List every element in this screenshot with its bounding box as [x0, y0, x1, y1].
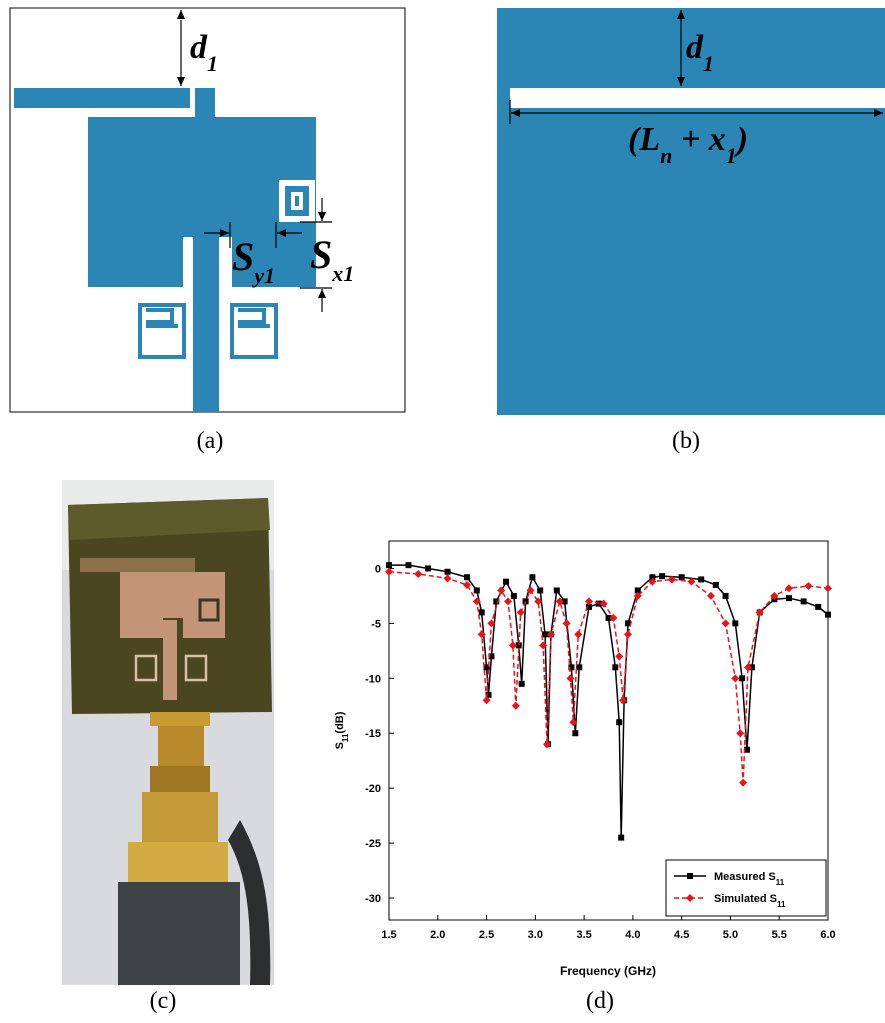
strip: [14, 88, 190, 108]
text-part: (dB): [334, 711, 346, 733]
point: [572, 730, 578, 736]
point: [732, 620, 738, 626]
legend-marker: [687, 873, 693, 879]
x-tick-label: 4.5: [674, 929, 689, 941]
subscript: 11: [776, 878, 785, 887]
point: [425, 565, 431, 571]
y-tick-label: 0: [375, 563, 381, 575]
point: [511, 593, 517, 599]
point: [659, 573, 665, 579]
panel-label: (c): [150, 988, 177, 1014]
text-part: S: [310, 232, 332, 277]
y-tick-label: -30: [365, 893, 381, 905]
adapter: [142, 792, 218, 842]
point: [464, 574, 470, 580]
point: [825, 612, 831, 618]
y-tick-label: -5: [371, 618, 381, 630]
trace: [80, 558, 195, 572]
point: [503, 579, 509, 585]
x-tick-label: 1.5: [381, 929, 396, 941]
x-tick-label: 2.0: [430, 929, 445, 941]
text-part: d: [190, 29, 208, 66]
subscript: y1: [251, 263, 275, 288]
x-axis-label: Frequency (GHz): [560, 964, 656, 978]
point: [386, 562, 392, 568]
figure: (a) (b) (c) (d) Frequency (GHz) d1Sy1Sx1…: [0, 0, 885, 1023]
x-tick-label: 5.5: [772, 929, 787, 941]
point: [616, 719, 622, 725]
panel-b: [497, 8, 885, 415]
connector-flange: [150, 712, 210, 726]
stub: [195, 88, 215, 118]
subscript: x1: [331, 261, 354, 286]
point: [537, 587, 543, 593]
legend-text: Measured S: [714, 871, 776, 883]
feed: [193, 237, 219, 412]
x-tick-label: 3.0: [528, 929, 543, 941]
subscript: 11: [777, 900, 786, 909]
n-connector: [118, 882, 240, 985]
subscript: n: [660, 143, 672, 168]
panel-label: (d): [586, 988, 614, 1014]
y-tick-label: -10: [365, 673, 381, 685]
photo: [62, 480, 274, 985]
text-part: d: [686, 29, 704, 66]
slot: [510, 88, 885, 108]
text-part: + x: [672, 121, 725, 158]
subscript: 1: [726, 143, 737, 168]
connector: [158, 726, 204, 766]
connector-nut: [150, 766, 210, 792]
text-part: ): [734, 121, 748, 158]
point: [529, 574, 535, 580]
y-tick-label: -15: [365, 728, 381, 740]
point: [679, 574, 685, 580]
subscript: 1: [207, 51, 218, 76]
x-tick-label: 3.5: [576, 929, 591, 941]
legend-text: Simulated S: [714, 893, 777, 905]
point: [786, 595, 792, 601]
adapter: [128, 842, 228, 882]
point: [406, 562, 412, 568]
y-tick-label: -25: [365, 838, 381, 850]
point: [474, 587, 480, 593]
point: [801, 598, 807, 604]
text-part: S: [232, 234, 254, 279]
panel-label: (a): [197, 428, 224, 454]
legend-box: [666, 860, 826, 916]
subscript: 1: [703, 51, 714, 76]
text-part: (L: [628, 121, 660, 158]
point: [723, 593, 729, 599]
point: [618, 835, 624, 841]
text-part: S: [334, 742, 346, 749]
y-tick-label: -20: [365, 783, 381, 795]
copper-feed: [163, 620, 177, 700]
y-axis-label: S11(dB): [334, 711, 350, 749]
point: [554, 587, 560, 593]
point: [612, 664, 618, 670]
panel-label: (b): [672, 428, 700, 454]
point: [815, 604, 821, 610]
ground: [497, 8, 885, 415]
point: [479, 609, 485, 615]
point: [739, 675, 745, 681]
x-tick-label: 5.0: [723, 929, 738, 941]
point: [519, 681, 525, 687]
x-tick-label: 6.0: [820, 929, 835, 941]
x-tick-label: 4.0: [625, 929, 640, 941]
point: [445, 569, 451, 575]
x-tick-label: 2.5: [479, 929, 494, 941]
point: [713, 582, 719, 588]
point: [698, 576, 704, 582]
